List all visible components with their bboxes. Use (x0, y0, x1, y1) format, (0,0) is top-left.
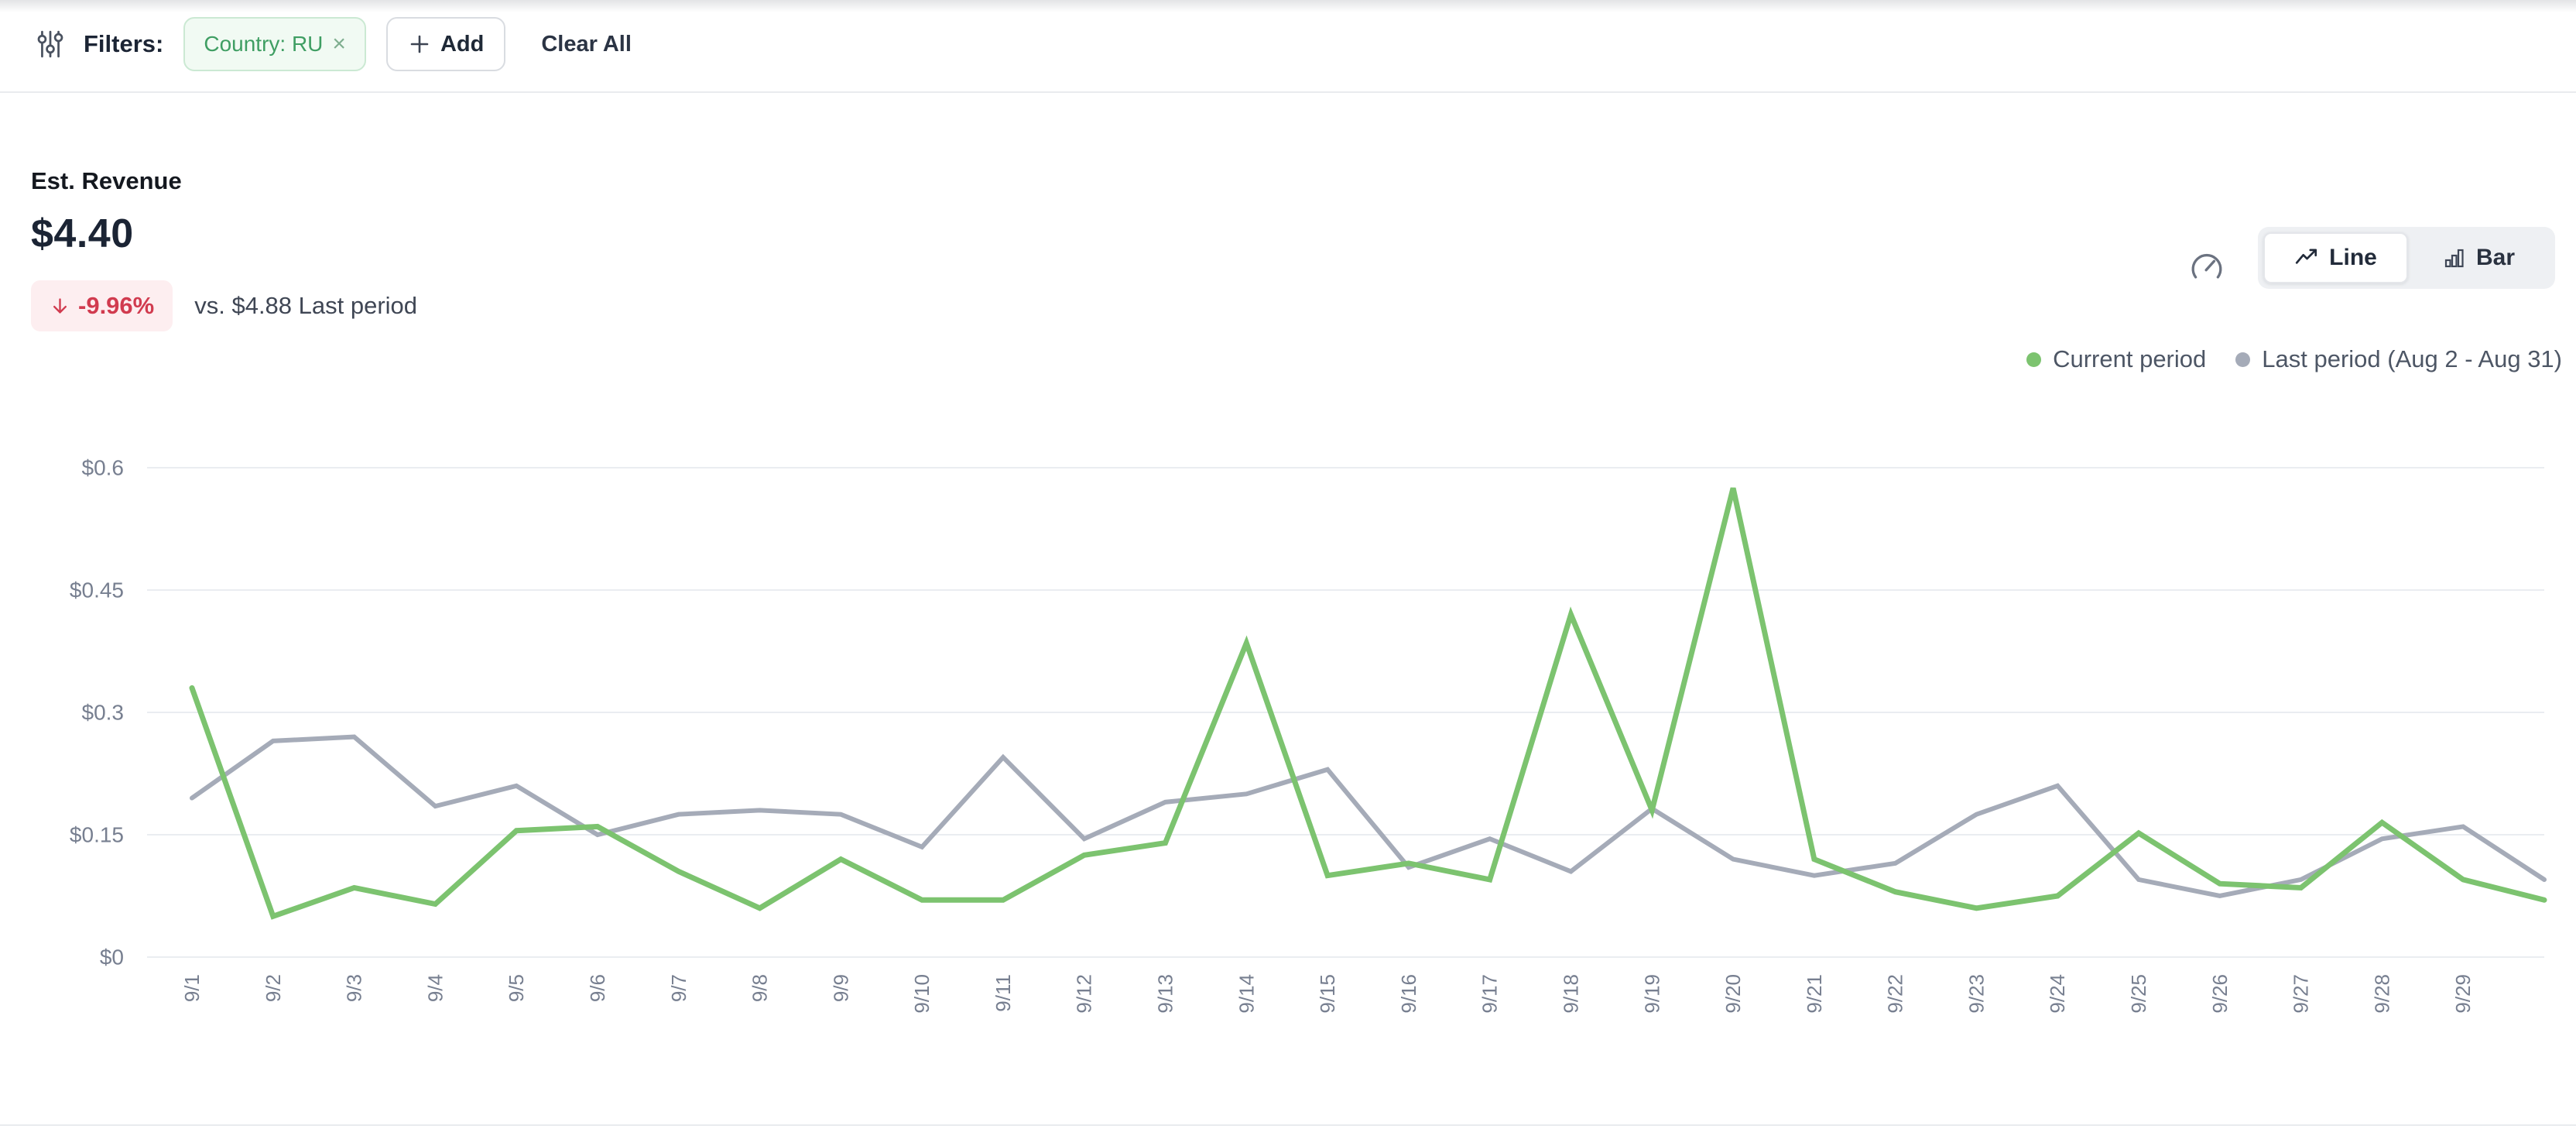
x-tick-label: 9/10 (910, 974, 933, 1014)
plus-icon (410, 35, 429, 53)
series-line-current-period (189, 487, 2547, 920)
x-tick-label: 9/27 (2290, 974, 2313, 1014)
x-tick-label: 9/26 (2208, 974, 2232, 1014)
x-tick-label: 9/24 (2046, 974, 2069, 1014)
change-badge-value: -9.96% (78, 292, 155, 319)
x-tick-label: 9/19 (1640, 974, 1663, 1014)
filters-sliders-icon (37, 30, 63, 58)
legend-dot-last (2235, 352, 2251, 367)
gauge-icon-button[interactable] (2189, 249, 2225, 285)
chart-legend: Current period Last period (Aug 2 - Aug … (2026, 345, 2562, 373)
x-tick-label: 9/9 (829, 974, 852, 1002)
legend-dot-current (2026, 352, 2042, 367)
y-tick-label: $0 (100, 945, 124, 969)
y-tick-label: $0.45 (70, 578, 124, 602)
toggle-line-button[interactable]: Line (2263, 232, 2408, 283)
top-shadow (0, 0, 2576, 12)
metric-title: Est. Revenue (31, 167, 182, 194)
x-tick-label: 9/8 (748, 974, 772, 1002)
toggle-line-label: Line (2329, 245, 2377, 270)
x-tick-label: 9/17 (1478, 974, 1502, 1014)
change-badge: -9.96% (31, 280, 173, 331)
filter-chip-country-ru[interactable]: Country: RU × (183, 17, 366, 71)
x-tick-label: 9/13 (1154, 974, 1177, 1014)
legend-item-last[interactable]: Last period (Aug 2 - Aug 31) (2235, 345, 2562, 373)
bottom-divider (0, 1124, 2576, 1126)
y-tick-label: $0.3 (82, 701, 125, 725)
x-tick-label: 9/1 (180, 974, 204, 1002)
legend-label-current: Current period (2053, 345, 2207, 372)
x-tick-label: 9/28 (2370, 974, 2393, 1014)
x-tick-label: 9/18 (1559, 974, 1582, 1014)
toggle-bar-label: Bar (2475, 245, 2516, 270)
clear-all-button[interactable]: Clear All (536, 31, 636, 58)
line-chart-icon (2296, 249, 2317, 264)
legend-label-last: Last period (Aug 2 - Aug 31) (2262, 345, 2562, 372)
metric-value: $4.40 (31, 211, 134, 256)
filter-chip-label: Country: RU (204, 32, 324, 56)
filters-label: Filters: (84, 30, 164, 57)
gauge-icon (2191, 254, 2222, 279)
x-tick-label: 9/15 (1316, 974, 1339, 1014)
y-tick-label: $0.6 (82, 456, 125, 480)
filter-bar: Filters: Country: RU × Add Clear All (0, 0, 2576, 88)
y-tick-label: $0.15 (70, 823, 124, 847)
arrow-down-icon (53, 297, 67, 314)
x-tick-label: 9/7 (667, 974, 690, 1002)
legend-item-current[interactable]: Current period (2026, 345, 2206, 373)
x-tick-label: 9/29 (2451, 974, 2475, 1014)
x-tick-label: 9/5 (505, 974, 528, 1002)
comparison-text: vs. $4.88 Last period (194, 292, 418, 319)
x-tick-label: 9/2 (262, 974, 285, 1002)
x-tick-label: 9/20 (1721, 974, 1745, 1014)
chip-remove-icon[interactable]: × (332, 31, 346, 57)
x-tick-label: 9/12 (1073, 974, 1096, 1014)
metric-block: Est. Revenue $4.40 -9.96% vs. $4.88 Last… (31, 167, 417, 331)
x-tick-label: 9/6 (586, 974, 609, 1002)
toggle-bar-button[interactable]: Bar (2408, 232, 2550, 283)
x-tick-label: 9/16 (1397, 974, 1420, 1014)
x-tick-label: 9/22 (1884, 974, 1907, 1014)
x-tick-label: 9/11 (992, 974, 1015, 1012)
metric-comparison-row: -9.96% vs. $4.88 Last period (31, 280, 417, 331)
x-tick-label: 9/3 (343, 974, 366, 1002)
add-button-label: Add (440, 31, 485, 57)
x-tick-label: 9/4 (423, 974, 447, 1002)
header-divider (0, 91, 2576, 93)
bar-chart-icon (2444, 249, 2464, 268)
x-tick-label: 9/23 (1965, 974, 1988, 1014)
x-tick-label: 9/21 (1803, 974, 1826, 1014)
chart-type-toggle: Line Bar (2258, 227, 2555, 289)
x-tick-label: 9/25 (2127, 974, 2150, 1014)
x-tick-label: 9/14 (1235, 974, 1258, 1014)
add-filter-button[interactable]: Add (385, 17, 506, 71)
